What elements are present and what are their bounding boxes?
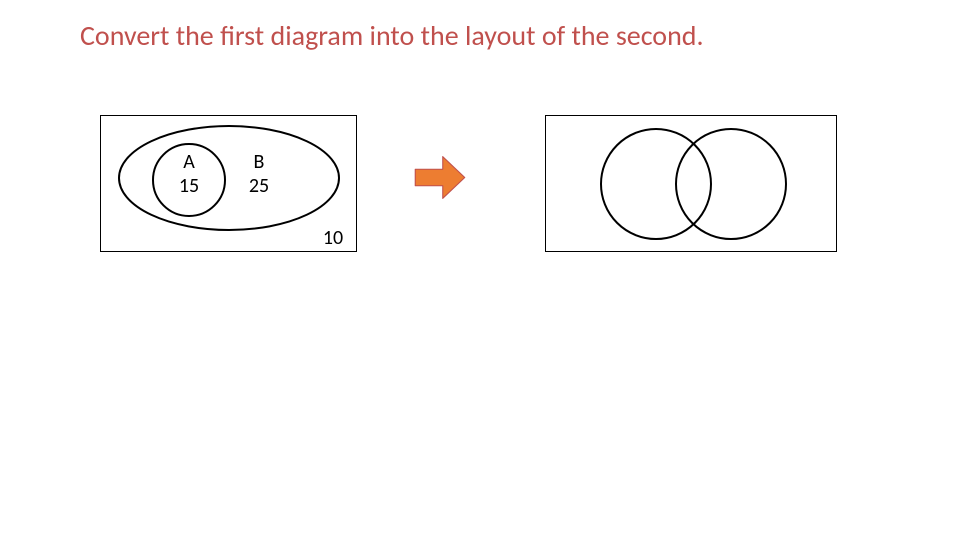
arrow-shape bbox=[400, 150, 480, 205]
page-title: Convert the first diagram into the layou… bbox=[80, 18, 920, 53]
diagram-left-panel: A15 B25 10 bbox=[100, 115, 357, 252]
arrow-icon bbox=[400, 150, 480, 205]
svg-text:A: A bbox=[183, 150, 195, 174]
svg-text:B: B bbox=[254, 150, 265, 174]
svg-text:10: 10 bbox=[323, 226, 343, 250]
svg-text:15: 15 bbox=[179, 174, 199, 198]
title-text: Convert the first diagram into the layou… bbox=[80, 18, 704, 53]
diagram-right bbox=[546, 116, 836, 251]
diagram-right-panel bbox=[545, 115, 837, 252]
svg-text:25: 25 bbox=[249, 174, 269, 198]
diagram-left: A15 B25 10 bbox=[101, 116, 356, 251]
